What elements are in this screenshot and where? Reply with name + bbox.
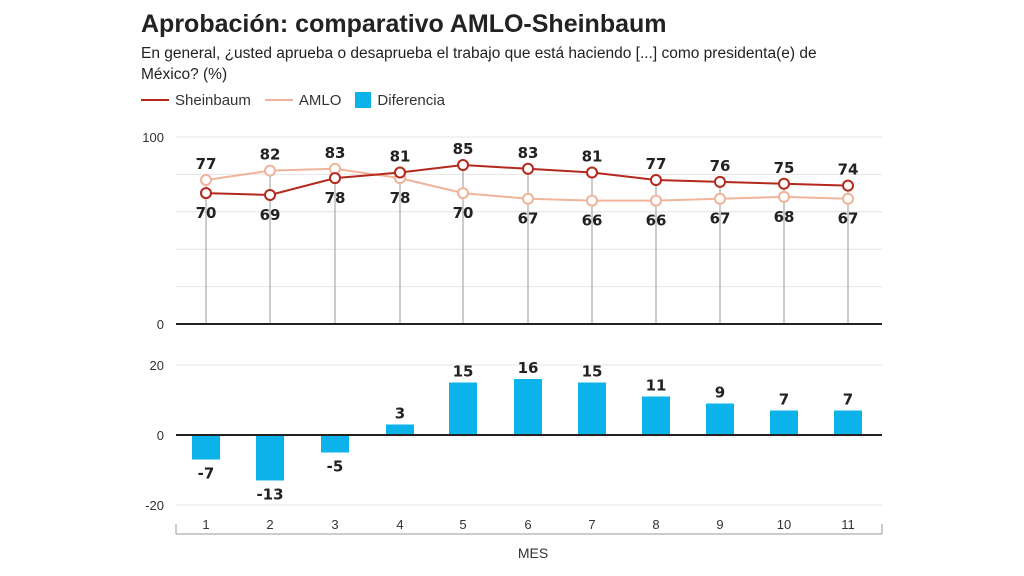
point-amlo — [714, 192, 726, 205]
legend-label-sheinbaum: Sheinbaum — [175, 91, 251, 109]
data-label-amlo: 83 — [325, 144, 346, 162]
data-label-diferencia: 9 — [715, 384, 725, 402]
data-label-diferencia: -5 — [327, 458, 344, 476]
data-label-sheinbaum: 70 — [196, 204, 217, 222]
legend-swatch-amlo — [264, 99, 293, 101]
data-label-sheinbaum: 69 — [260, 206, 281, 224]
point-sheinbaum — [457, 159, 469, 172]
legend-item-sheinbaum: Sheinbaum — [141, 92, 251, 109]
point-amlo — [586, 194, 598, 207]
bar-diferencia — [256, 435, 284, 481]
bar-diferencia — [642, 396, 670, 435]
chart-subtitle: En general, ¿usted aprueba o desaprueba … — [141, 45, 817, 83]
bar-diferencia — [449, 382, 477, 435]
point-sheinbaum — [522, 162, 534, 175]
legend-label-diferencia: Diferencia — [377, 91, 445, 109]
point-amlo — [457, 187, 469, 200]
data-label-diferencia: 11 — [646, 377, 667, 395]
legend-label-amlo: AMLO — [298, 91, 342, 109]
data-label-amlo: 66 — [582, 212, 603, 230]
data-label-diferencia: 15 — [453, 363, 474, 381]
x-tick-label: 11 — [841, 517, 855, 532]
point-sheinbaum — [650, 174, 662, 187]
legend: Sheinbaum AMLO Diferencia — [141, 90, 459, 110]
data-label-sheinbaum: 81 — [582, 148, 603, 166]
x-tick-label: 5 — [459, 517, 466, 532]
data-label-sheinbaum: 83 — [518, 144, 539, 162]
bar-diferencia — [321, 435, 349, 453]
point-sheinbaum — [714, 175, 726, 188]
bar-diferencia — [192, 435, 220, 460]
bar-diferencia — [770, 410, 798, 435]
point-sheinbaum — [200, 187, 212, 200]
point-sheinbaum — [842, 179, 854, 192]
data-label-diferencia: 16 — [518, 359, 539, 377]
chart-title: Aprobación: comparativo AMLO-Sheinbaum — [141, 10, 667, 38]
data-label-diferencia: 3 — [395, 405, 405, 423]
point-amlo — [522, 192, 534, 205]
point-amlo — [264, 164, 276, 177]
data-label-sheinbaum: 76 — [710, 157, 731, 175]
point-sheinbaum — [264, 188, 276, 201]
point-amlo — [650, 194, 662, 207]
legend-swatch-diferencia — [355, 92, 372, 108]
data-label-sheinbaum: 77 — [646, 155, 667, 173]
data-label-amlo: 68 — [774, 208, 795, 226]
data-label-diferencia: 15 — [582, 363, 603, 381]
y-tick-label: 0 — [157, 317, 164, 332]
y-tick-label: -20 — [145, 498, 164, 513]
data-label-amlo: 67 — [518, 210, 539, 228]
data-label-amlo: 82 — [260, 146, 281, 164]
point-sheinbaum — [586, 166, 598, 179]
point-sheinbaum — [329, 172, 341, 185]
point-amlo — [200, 174, 212, 187]
point-sheinbaum — [778, 177, 790, 190]
data-label-diferencia: -7 — [198, 465, 215, 483]
data-label-sheinbaum: 85 — [453, 140, 474, 158]
data-label-sheinbaum: 78 — [325, 189, 346, 207]
data-label-amlo: 67 — [838, 210, 859, 228]
point-amlo — [842, 192, 854, 205]
data-label-amlo: 66 — [646, 212, 667, 230]
x-tick-label: 6 — [524, 517, 531, 532]
data-label-sheinbaum: 74 — [838, 161, 859, 179]
x-tick-label: 9 — [716, 517, 723, 532]
legend-swatch-sheinbaum — [141, 99, 169, 101]
bar-diferencia — [386, 424, 414, 435]
bar-diferencia — [706, 403, 734, 435]
bar-diferencia — [514, 379, 542, 435]
x-tick-label: 7 — [588, 517, 595, 532]
x-tick-label: 2 — [266, 517, 273, 532]
data-label-amlo: 67 — [710, 210, 731, 228]
x-tick-label: 10 — [777, 517, 791, 532]
legend-item-diferencia: Diferencia — [355, 92, 445, 109]
bar-diferencia — [834, 410, 862, 435]
x-tick-label: 3 — [331, 517, 338, 532]
y-tick-label: 0 — [157, 428, 164, 443]
y-tick-label: 20 — [150, 358, 164, 373]
bar-diferencia — [578, 382, 606, 435]
x-tick-label: 8 — [652, 517, 659, 532]
point-sheinbaum — [394, 166, 406, 179]
data-label-amlo: 77 — [196, 155, 217, 173]
data-label-diferencia: -13 — [256, 486, 283, 504]
legend-item-amlo: AMLO — [264, 91, 342, 109]
data-label-amlo: 78 — [390, 189, 411, 207]
x-tick-label: 1 — [202, 517, 209, 532]
x-axis-label: MES — [518, 545, 548, 561]
data-label-diferencia: 7 — [843, 391, 853, 409]
data-label-sheinbaum: 75 — [774, 159, 795, 177]
y-tick-label: 100 — [142, 130, 164, 145]
point-amlo — [778, 190, 790, 203]
data-label-amlo: 70 — [453, 204, 474, 222]
data-label-sheinbaum: 81 — [390, 148, 411, 166]
x-tick-label: 4 — [396, 517, 403, 532]
data-label-diferencia: 7 — [779, 391, 789, 409]
